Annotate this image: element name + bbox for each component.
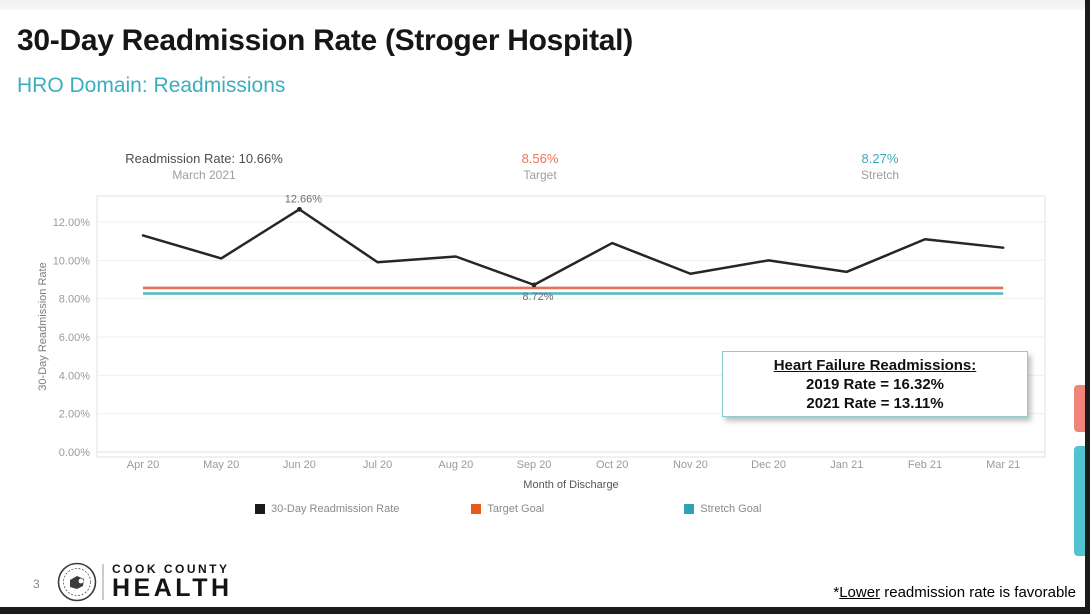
annotation-line-2019: 2019 Rate = 16.32% bbox=[805, 376, 945, 393]
x-tick-label: May 20 bbox=[203, 459, 239, 471]
cook-county-seal-icon bbox=[57, 562, 97, 602]
footnote-underlined-word: Lower bbox=[839, 584, 881, 601]
y-tick-label: 10.00% bbox=[53, 255, 91, 267]
x-tick-label: Oct 20 bbox=[596, 459, 628, 471]
favorability-footnote: *Lower readmission rate is favorable bbox=[833, 584, 1076, 601]
stats-row: Readmission Rate: 10.66% March 2021 8.56… bbox=[0, 150, 1090, 190]
legend-item-stretch-goal: Stretch Goal bbox=[684, 503, 761, 515]
window-bottom-bar bbox=[0, 607, 1090, 614]
cook-county-health-logo: COOK COUNTY HEALTH bbox=[57, 562, 233, 602]
data-point-label: 12.66% bbox=[285, 193, 323, 205]
legend-swatch bbox=[471, 504, 482, 514]
x-tick-label: Feb 21 bbox=[908, 459, 942, 471]
x-tick-label: Sep 20 bbox=[517, 459, 552, 471]
logo-divider bbox=[102, 564, 104, 600]
x-tick-label: Dec 20 bbox=[751, 459, 786, 471]
legend-label: Target Goal bbox=[487, 503, 545, 515]
logo-text-cook-county: COOK COUNTY bbox=[112, 562, 230, 576]
page-subtitle: HRO Domain: Readmissions bbox=[17, 74, 286, 97]
legend-swatch bbox=[684, 504, 695, 514]
annotation-heading: Heart Failure Readmissions: bbox=[773, 357, 977, 374]
data-point-label: 8.72% bbox=[522, 291, 553, 303]
top-strip bbox=[0, 0, 1090, 10]
x-tick-label: Mar 21 bbox=[986, 459, 1020, 471]
logo-text-health: HEALTH bbox=[112, 574, 233, 602]
y-tick-label: 6.00% bbox=[59, 332, 90, 344]
stat-current-label: March 2021 bbox=[172, 168, 236, 182]
x-tick-label: Jul 20 bbox=[363, 459, 392, 471]
legend-swatch bbox=[255, 504, 265, 514]
y-tick-label: 2.00% bbox=[59, 409, 90, 421]
y-tick-label: 4.00% bbox=[59, 370, 90, 382]
legend-label: 30-Day Readmission Rate bbox=[271, 503, 400, 515]
x-tick-label: Aug 20 bbox=[438, 459, 473, 471]
stat-stretch: 8.27% Stretch bbox=[861, 150, 899, 183]
readmission-line-chart: 0.00% 2.00% 4.00% 6.00% 8.00% 10.00% 12.00% 30-… bbox=[0, 190, 1090, 520]
chart-legend: 30-Day Readmission Rate Target Goal Stretc… bbox=[255, 503, 761, 515]
logo-text: COOK COUNTY HEALTH bbox=[112, 563, 233, 601]
x-axis-title: Month of Discharge bbox=[523, 479, 618, 491]
x-tick-label: Nov 20 bbox=[673, 459, 708, 471]
stat-target-label: Target bbox=[523, 168, 557, 182]
readmission-rate-line bbox=[141, 208, 1005, 287]
data-point-marker bbox=[297, 206, 302, 212]
y-axis-title: 30-Day Readmission Rate bbox=[37, 262, 49, 390]
stat-target-value: 8.56% bbox=[521, 151, 559, 166]
y-tick-label: 12.00% bbox=[53, 217, 91, 229]
stat-stretch-label: Stretch bbox=[860, 168, 900, 182]
page-number: 3 bbox=[33, 577, 40, 591]
stat-current-value: Readmission Rate: 10.66% bbox=[125, 151, 283, 166]
x-tick-label: Apr 20 bbox=[127, 459, 159, 471]
page-title: 30-Day Readmission Rate (Stroger Hospita… bbox=[17, 24, 633, 57]
legend-item-30-day-readmission-rate: 30-Day Readmission Rate bbox=[255, 503, 399, 515]
stat-stretch-value: 8.27% bbox=[861, 151, 899, 166]
annotation-line-2021: 2021 Rate = 13.11% bbox=[806, 395, 944, 412]
stat-target: 8.56% Target bbox=[522, 150, 559, 183]
legend-item-target-goal: Target Goal bbox=[471, 503, 544, 515]
heart-failure-annotation: Heart Failure Readmissions: 2019 Rate = … bbox=[722, 351, 1028, 417]
y-tick-label: 8.00% bbox=[59, 294, 90, 306]
teal-side-tab[interactable] bbox=[1074, 446, 1086, 556]
chart-canvas: 0.00% 2.00% 4.00% 6.00% 8.00% 10.00% 12.00% 30-… bbox=[37, 193, 1046, 491]
x-tick-label: Jun 20 bbox=[283, 459, 316, 471]
stat-current-rate: Readmission Rate: 10.66% March 2021 bbox=[125, 150, 283, 183]
legend-label: Stretch Goal bbox=[700, 503, 762, 515]
salmon-side-tab[interactable] bbox=[1074, 385, 1086, 432]
plot-area bbox=[96, 195, 1046, 458]
y-tick-label: 0.00% bbox=[59, 447, 90, 459]
x-tick-label: Jan 21 bbox=[830, 459, 863, 471]
data-point-marker bbox=[531, 282, 537, 288]
window-right-border bbox=[1085, 0, 1090, 614]
